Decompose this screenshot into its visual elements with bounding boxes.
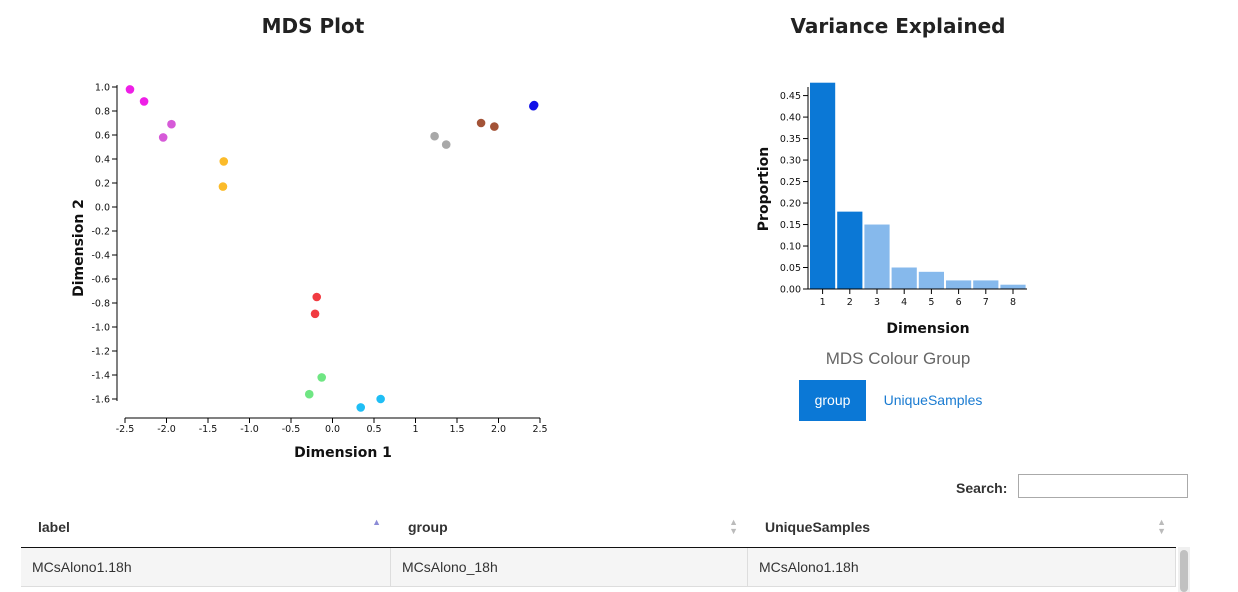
x-tick-label: 0.5: [366, 424, 381, 435]
y-axis-label: Dimension 2: [71, 199, 87, 297]
scatter-point: [219, 157, 229, 166]
samples-table: label ▲ group ▲ ▼ UniqueSamples ▲ ▼ MCsAlo…: [21, 507, 1176, 587]
x-tick-label: -1.5: [199, 424, 218, 435]
search-label: Search:: [956, 480, 1008, 496]
scatter-point: [490, 122, 499, 131]
mds-plot-title: MDS Plot: [261, 14, 365, 38]
variance-x-tick-label: 2: [847, 297, 853, 308]
scatter-point: [158, 133, 168, 142]
y-tick-label: 0.2: [95, 179, 110, 190]
column-header-group[interactable]: group ▲ ▼: [391, 507, 748, 547]
scatter-point: [139, 97, 149, 106]
y-tick-label: 0.6: [95, 131, 110, 142]
scatter-point: [476, 118, 486, 128]
scatter-point: [317, 373, 327, 382]
y-tick-label: -0.8: [91, 299, 110, 310]
x-tick-label: -2.5: [116, 424, 135, 435]
variance-x-tick-label: 1: [820, 297, 826, 308]
sort-both-icon: ▲ ▼: [1157, 517, 1166, 536]
x-tick-label: 2.0: [491, 424, 506, 435]
column-header-uniquesamples[interactable]: UniqueSamples ▲ ▼: [748, 507, 1176, 547]
variance-bar: [837, 211, 863, 289]
scatter-point: [430, 131, 439, 141]
scatter-point: [310, 309, 320, 319]
y-tick-label: -1.2: [91, 347, 110, 358]
y-tick-label: -0.6: [91, 275, 110, 286]
scatter-point: [312, 292, 322, 302]
column-header-group-text: group: [408, 519, 448, 535]
y-tick-label: 1.0: [95, 83, 110, 94]
y-tick-label: 0.4: [95, 155, 110, 166]
variance-y-tick-label: 0.15: [780, 220, 801, 231]
table-cell-group: MCsAlono_18h: [391, 548, 748, 586]
variance-bar: [918, 271, 944, 289]
table-cell-uniquesamples: MCsAlono1.18h: [748, 548, 1176, 586]
variance-y-axis-label: Proportion: [756, 147, 772, 231]
variance-x-axis-label: Dimension: [886, 321, 969, 337]
variance-y-tick-label: 0.25: [780, 177, 801, 188]
y-tick-label: -1.6: [91, 395, 110, 406]
y-tick-label: -1.4: [91, 371, 110, 382]
table-row[interactable]: MCsAlono1.18h MCsAlono_18h MCsAlono1.18h: [21, 548, 1176, 587]
column-header-label-text: label: [38, 519, 70, 535]
table-header: label ▲ group ▲ ▼ UniqueSamples ▲ ▼: [21, 507, 1176, 548]
mds-scatter-plot: -2.5 -2.0 -1.5 -1.0 -0.5 0.0 0.5 1 1.5 2.0 2.5 1.0 0…: [71, 83, 548, 462]
variance-y-tick-label: 0.20: [780, 199, 801, 210]
x-tick-label: -1.0: [240, 424, 259, 435]
y-tick-label: -0.4: [91, 251, 110, 262]
y-tick-label: 0.8: [95, 107, 110, 118]
variance-y-tick-label: 0.40: [780, 113, 801, 124]
y-tick-label: 0.0: [95, 203, 110, 214]
y-tick-label: -1.0: [91, 323, 110, 334]
x-tick-label: 1.5: [449, 424, 464, 435]
colour-group-title: MDS Colour Group: [825, 349, 971, 368]
scatter-point: [356, 403, 366, 412]
scatter-point: [218, 182, 228, 191]
x-tick-label: -0.5: [282, 424, 301, 435]
scatter-point: [304, 389, 314, 399]
x-tick-label: 2.5: [532, 424, 547, 435]
variance-y-tick-label: 0.45: [780, 91, 801, 102]
scatter-point: [376, 394, 385, 404]
y-tick-label: -0.2: [91, 227, 110, 238]
column-header-label[interactable]: label ▲: [21, 507, 391, 547]
variance-bar: [1000, 284, 1026, 289]
scatter-point: [529, 100, 539, 110]
column-header-uniquesamples-text: UniqueSamples: [765, 519, 871, 535]
x-axis-label: Dimension 1: [294, 445, 392, 461]
colour-group-button-group[interactable]: group: [799, 380, 866, 421]
x-tick-label: 1: [412, 424, 418, 435]
variance-y-tick-label: 0.05: [780, 263, 801, 274]
variance-bar: [973, 280, 999, 289]
variance-bar: [864, 224, 890, 289]
variance-x-tick-label: 8: [1010, 297, 1016, 308]
sort-both-icon: ▲ ▼: [729, 517, 738, 536]
variance-bar: [946, 280, 972, 289]
scatter-point: [125, 85, 135, 94]
variance-x-tick-label: 7: [983, 297, 989, 308]
x-tick-label: -2.0: [157, 424, 176, 435]
variance-y-tick-label: 0.10: [780, 242, 801, 253]
scatter-point: [441, 140, 451, 149]
variance-x-tick-label: 6: [956, 297, 962, 308]
variance-y-tick-label: 0.00: [780, 285, 801, 296]
variance-x-tick-label: 3: [874, 297, 880, 308]
variance-plot-title: Variance Explained: [790, 14, 1006, 38]
variance-x-tick-label: 5: [928, 297, 934, 308]
variance-y-tick-label: 0.35: [780, 134, 801, 145]
table-cell-label: MCsAlono1.18h: [21, 548, 391, 586]
sort-ascending-icon: ▲: [372, 517, 381, 527]
variance-bar: [891, 267, 917, 289]
variance-bar: [810, 82, 836, 290]
search-input[interactable]: [1018, 474, 1188, 498]
table-scrollbar-thumb[interactable]: [1180, 550, 1188, 592]
variance-y-tick-label: 0.30: [780, 156, 801, 167]
colour-group-button-uniquesamples[interactable]: UniqueSamples: [883, 392, 983, 408]
variance-x-tick-label: 4: [901, 297, 907, 308]
scatter-point: [167, 119, 176, 129]
x-tick-label: 0.0: [325, 424, 340, 435]
